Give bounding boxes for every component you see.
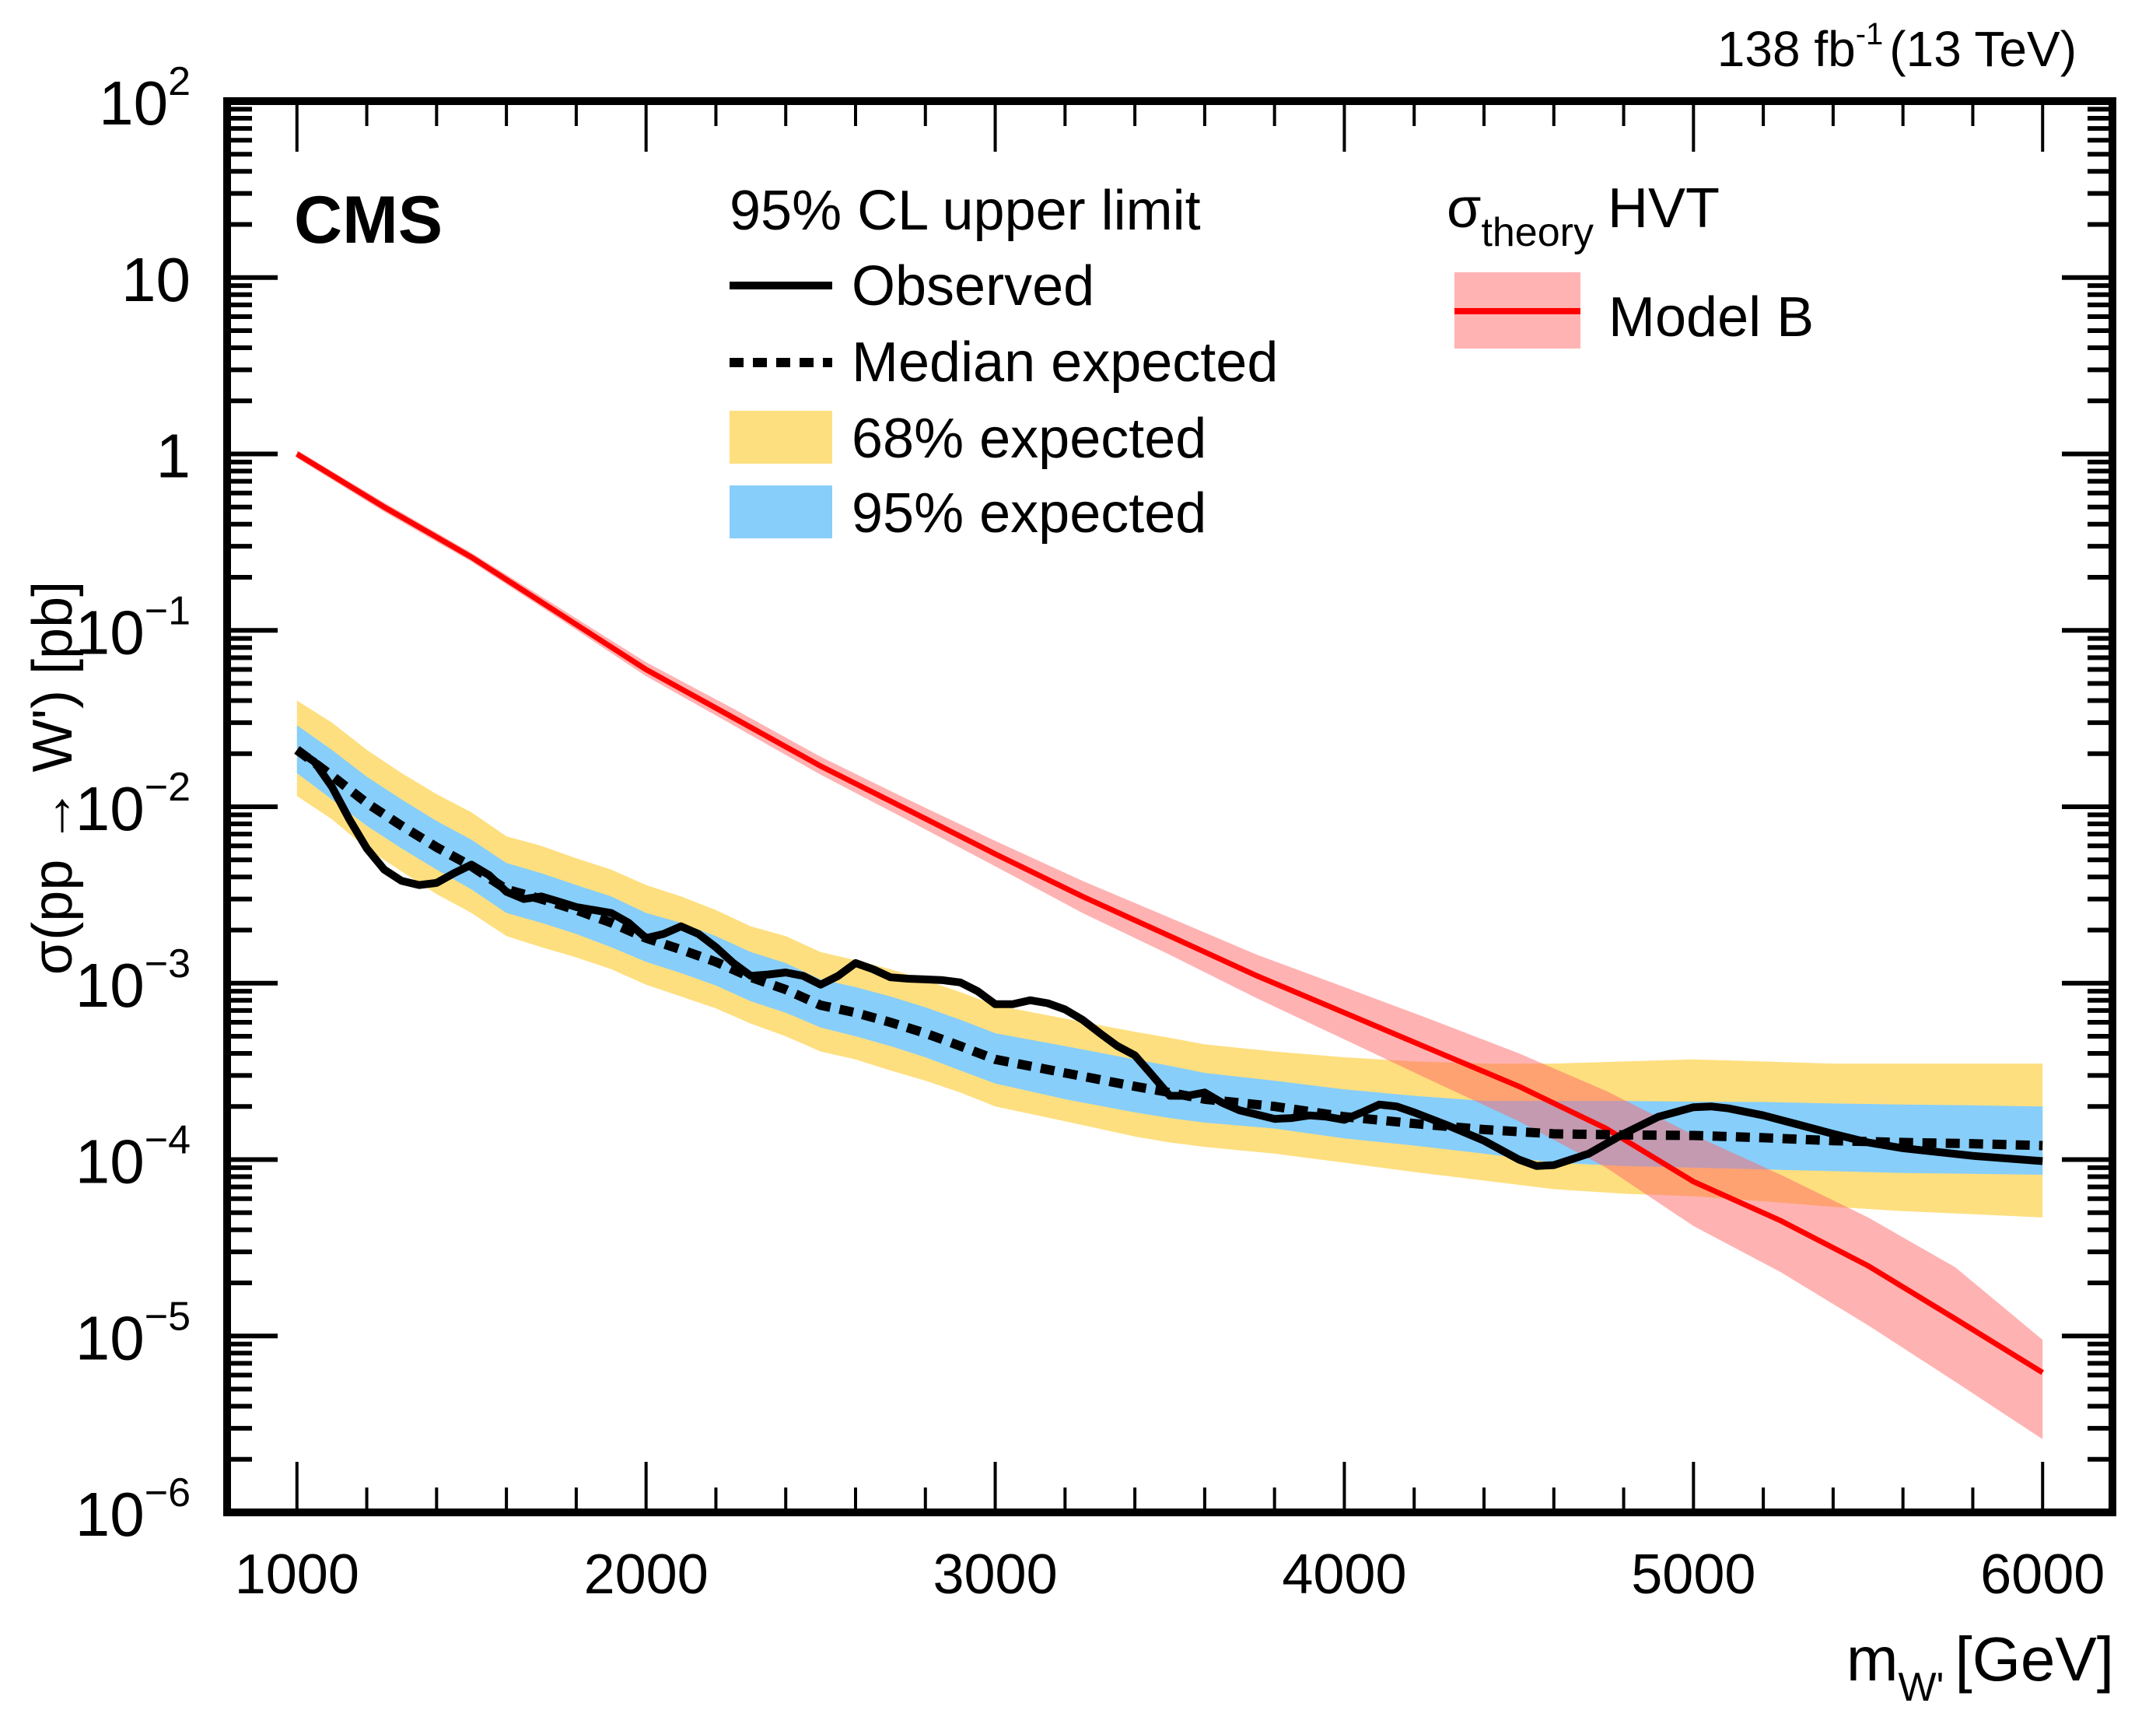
y-tick-label: 10 bbox=[121, 245, 191, 314]
y-tick-base: 10 bbox=[75, 1303, 145, 1372]
theory-subscript: theory bbox=[1481, 210, 1594, 255]
expected-bands bbox=[296, 700, 2043, 1218]
y-axis-label: σ(pp → W') [pb] bbox=[22, 581, 84, 975]
y-tick-exponent: −4 bbox=[145, 1118, 191, 1163]
y-tick-base: 10 bbox=[75, 597, 145, 667]
lumi-exponent: -1 bbox=[1856, 17, 1884, 51]
theory-legend-title: σtheory HVT bbox=[1447, 177, 1720, 255]
y-tick-exponent: 2 bbox=[168, 59, 191, 104]
x-tick-label: 6000 bbox=[1980, 1544, 2105, 1606]
band-95-inner bbox=[296, 725, 2043, 1175]
y-tick-base: 10 bbox=[75, 1127, 145, 1197]
plot-frame bbox=[223, 97, 2116, 1516]
legend-68-label: 68% expected bbox=[852, 408, 1206, 470]
x-tick-labels: 1000 2000 3000 4000 5000 6000 bbox=[235, 1544, 2105, 1606]
y-tick-base: 1 bbox=[156, 422, 191, 491]
x-tick-label: 3000 bbox=[933, 1544, 1057, 1606]
y-tick-exponent: −5 bbox=[145, 1294, 191, 1339]
theory-line bbox=[295, 451, 2045, 1375]
y-tick-exponent: −1 bbox=[145, 588, 191, 633]
x-axis-symbol: m bbox=[1846, 1624, 1899, 1694]
y-tick-exponent: −6 bbox=[145, 1470, 191, 1516]
band-68-outer bbox=[296, 700, 2043, 1218]
theory-band bbox=[296, 450, 2043, 1439]
y-tick-label: 1 bbox=[156, 422, 191, 491]
y-tick-base: 10 bbox=[99, 68, 168, 138]
x-axis-label: mW' [GeV] bbox=[1846, 1624, 2114, 1710]
y-tick-label: 102 bbox=[99, 59, 191, 138]
x-tick-label: 1000 bbox=[235, 1544, 359, 1606]
legend-observed-label: Observed bbox=[852, 255, 1094, 317]
y-tick-base: 10 bbox=[75, 1480, 145, 1549]
limit-legend: 95% CL upper limit Observed Median expec… bbox=[730, 180, 1278, 545]
lumi-label: 138 fb-1 (13 TeV) bbox=[1717, 17, 2077, 77]
theory-name: HVT bbox=[1608, 177, 1720, 240]
legend-95-label: 95% expected bbox=[852, 482, 1206, 545]
y-tick-base: 10 bbox=[75, 951, 145, 1020]
y-tick-exponent: −3 bbox=[145, 941, 191, 986]
legend-title: 95% CL upper limit bbox=[730, 180, 1201, 242]
y-tick-base: 10 bbox=[121, 245, 191, 314]
theory-symbol: σ bbox=[1447, 177, 1481, 240]
axis-ticks bbox=[227, 101, 2112, 1515]
y-tick-label: 10−2 bbox=[75, 765, 191, 843]
y-tick-label: 10−3 bbox=[75, 941, 191, 1020]
x-axis-subscript: W' bbox=[1898, 1665, 1944, 1710]
y-tick-label: 10−1 bbox=[75, 588, 191, 667]
legend-model-label: Model B bbox=[1608, 286, 1814, 349]
legend-95-swatch bbox=[730, 485, 832, 538]
theory-curve bbox=[295, 450, 2045, 1439]
experiment-label: CMS bbox=[294, 183, 443, 258]
y-tick-base: 10 bbox=[75, 774, 145, 843]
lumi-value: 138 fb bbox=[1717, 21, 1856, 77]
legend-68-swatch bbox=[730, 411, 832, 464]
y-tick-label: 10−4 bbox=[75, 1118, 191, 1197]
y-tick-exponent: −2 bbox=[145, 765, 191, 810]
x-tick-label: 4000 bbox=[1282, 1544, 1406, 1606]
energy-label: (13 TeV) bbox=[1889, 21, 2077, 77]
observed-line bbox=[294, 746, 2043, 1170]
y-tick-label: 10−5 bbox=[75, 1294, 191, 1372]
x-axis-unit: [GeV] bbox=[1955, 1624, 2114, 1694]
plot-area bbox=[294, 450, 2045, 1439]
limit-curves bbox=[294, 746, 2043, 1170]
y-tick-label: 10−6 bbox=[75, 1470, 191, 1549]
legend-median-label: Median expected bbox=[852, 331, 1278, 394]
x-tick-label: 2000 bbox=[584, 1544, 709, 1606]
theory-legend: σtheory HVT Model B bbox=[1447, 177, 1814, 349]
x-tick-label: 5000 bbox=[1631, 1544, 1755, 1606]
